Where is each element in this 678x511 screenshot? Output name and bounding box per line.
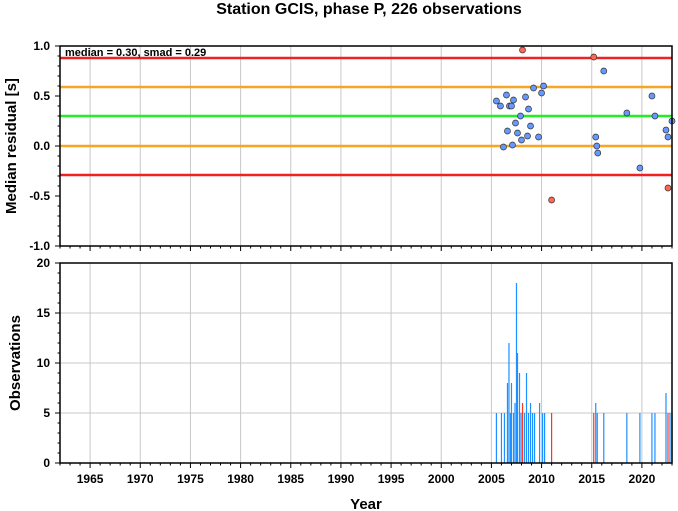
x-tick-label: 1985 <box>277 472 304 486</box>
observations-y-tick-label: 5 <box>43 406 50 420</box>
observations-y-label: Observations <box>7 315 24 411</box>
residual-y-tick-label: -1.0 <box>29 239 50 253</box>
residual-panel: 1.0 0.5 0.0 -0.5 -1.0 median = 0.30, smad = … <box>3 39 676 253</box>
residual-y-label: Median residual [s] <box>3 78 20 214</box>
residual-point <box>508 102 515 110</box>
residual-point <box>548 196 555 204</box>
residual-point <box>636 164 644 172</box>
residual-points <box>493 46 676 204</box>
residual-point <box>600 67 608 75</box>
observations-y-tick-label: 20 <box>37 256 51 270</box>
x-tick-label: 2000 <box>428 472 455 486</box>
observations-y-tick-label: 10 <box>37 356 51 370</box>
residual-point <box>525 105 532 113</box>
residual-point <box>512 119 519 127</box>
residual-point <box>664 184 672 192</box>
residual-point <box>530 84 537 92</box>
residual-y-tick-label: 1.0 <box>33 39 50 53</box>
x-tick-label: 1970 <box>127 472 154 486</box>
x-tick-label: 2005 <box>478 472 505 486</box>
residual-point <box>535 133 542 141</box>
residual-point <box>497 102 504 110</box>
residual-point <box>590 53 598 61</box>
residual-point <box>592 133 600 141</box>
residual-point <box>518 136 525 144</box>
residual-point <box>623 109 631 117</box>
residual-point <box>540 82 547 90</box>
residual-y-tick-label: 0.0 <box>33 139 50 153</box>
residual-point <box>500 143 507 151</box>
residual-point <box>593 142 601 150</box>
residual-x-ticks <box>59 246 673 251</box>
residual-y-tick-label: -0.5 <box>29 189 50 203</box>
observations-y-ticks: 20 15 10 5 0 <box>37 256 60 470</box>
residual-y-ticks: 1.0 0.5 0.0 -0.5 -1.0 <box>29 39 60 253</box>
x-tick-label: 1965 <box>77 472 104 486</box>
residual-point <box>538 89 545 97</box>
stats-annotation: median = 0.30, smad = 0.29 <box>65 47 206 59</box>
x-tick-label: 1990 <box>328 472 355 486</box>
observations-x-ticks: 1965 1970 1975 1980 1985 1990 1995 2000 2005 2010… <box>59 463 673 486</box>
observations-y-tick-label: 0 <box>43 456 50 470</box>
residual-point <box>517 112 524 120</box>
x-tick-label: 2010 <box>528 472 555 486</box>
observations-bars <box>495 283 673 463</box>
x-tick-label: 1980 <box>227 472 254 486</box>
x-tick-label: 1975 <box>177 472 204 486</box>
chart-title: Station GCIS, phase P, 226 observations <box>216 1 522 18</box>
residual-y-tick-label: 0.5 <box>33 89 50 103</box>
residual-point <box>594 149 602 157</box>
residual-reference-lines <box>60 56 672 177</box>
residual-point <box>522 93 529 101</box>
residual-point <box>651 112 659 120</box>
x-tick-label: 2020 <box>629 472 656 486</box>
residual-point <box>510 96 517 104</box>
residual-point <box>509 141 516 149</box>
x-axis-label: Year <box>350 496 382 511</box>
residual-point <box>664 133 672 141</box>
x-tick-label: 2015 <box>578 472 605 486</box>
residual-point <box>662 126 670 134</box>
residual-point <box>503 91 510 99</box>
residual-point <box>504 127 511 135</box>
residual-point <box>527 122 534 130</box>
observations-gridlines <box>60 263 672 463</box>
residual-point <box>648 92 656 100</box>
residual-point <box>519 46 526 54</box>
x-tick-label: 1995 <box>378 472 405 486</box>
residual-point <box>524 132 531 140</box>
residual-point <box>493 97 500 105</box>
residual-point <box>514 129 521 137</box>
observations-y-tick-label: 15 <box>37 306 51 320</box>
